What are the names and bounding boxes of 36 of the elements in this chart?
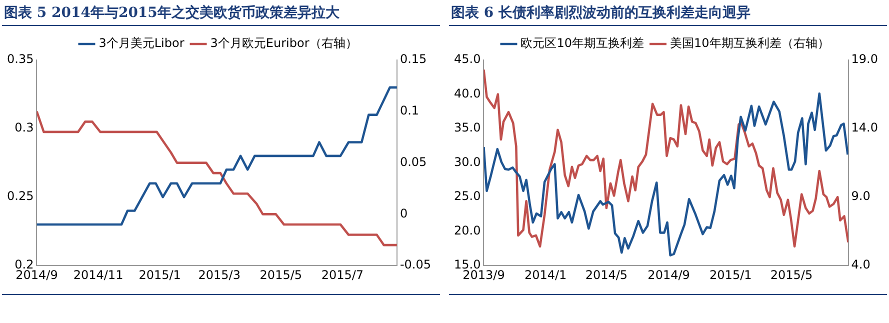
x-tick-label: 2014/9	[16, 268, 58, 282]
y2-tick-label: 9.0	[851, 189, 870, 204]
y-tick-label: 0.3	[14, 120, 34, 135]
y2-tick-label: -0.05	[400, 258, 432, 272]
y-tick-label: 40.0	[454, 86, 481, 100]
x-tick-label: 2014/5	[585, 268, 628, 282]
y2-tick-label: 0.05	[400, 154, 427, 169]
y2-tick-label: 14.0	[851, 120, 878, 135]
x-tick-label: 2013/9	[462, 268, 505, 282]
x-tick-label: 2015/1	[138, 268, 181, 282]
legend-label: 3个月欧元Euribor（右轴）	[210, 36, 358, 50]
y-tick-label: 35.0	[454, 120, 481, 135]
legend-label: 美国10年期互换利差（右轴）	[670, 36, 830, 50]
x-tick-label: 2015/3	[198, 268, 240, 282]
chart-title: 图表 6 长债利率剧烈波动前的互换利差走向迥异	[449, 0, 887, 26]
x-tick-label: 2015/1	[710, 268, 752, 282]
x-tick-label: 2014/11	[73, 268, 124, 282]
x-tick-label: 2015/5	[260, 268, 302, 282]
x-tick-label: 2014/9	[648, 268, 690, 282]
y2-tick-label: 4.0	[851, 258, 870, 272]
x-tick-label: 2015/5	[770, 268, 813, 282]
chart-title: 图表 5 2014年与2015年之交美欧货币政策差异拉大	[2, 0, 440, 26]
y2-tick-label: 0.15	[400, 52, 427, 66]
y-tick-label: 0.35	[7, 52, 34, 66]
legend-label: 欧元区10年期互换利差	[520, 36, 644, 50]
y-tick-label: 45.0	[454, 52, 481, 66]
x-tick-label: 2015/7	[321, 268, 364, 282]
y-tick-label: 20.0	[454, 223, 481, 238]
y-tick-label: 30.0	[454, 154, 481, 169]
y-tick-label: 0.25	[7, 189, 34, 204]
y-tick-label: 25.0	[454, 189, 481, 204]
y2-tick-label: 0	[400, 206, 408, 220]
y2-tick-label: 0.1	[400, 104, 420, 118]
x-tick-label: 2014/1	[524, 268, 567, 282]
legend-label: 3个月美元Libor	[98, 36, 184, 50]
y2-tick-label: 19.0	[851, 52, 878, 66]
